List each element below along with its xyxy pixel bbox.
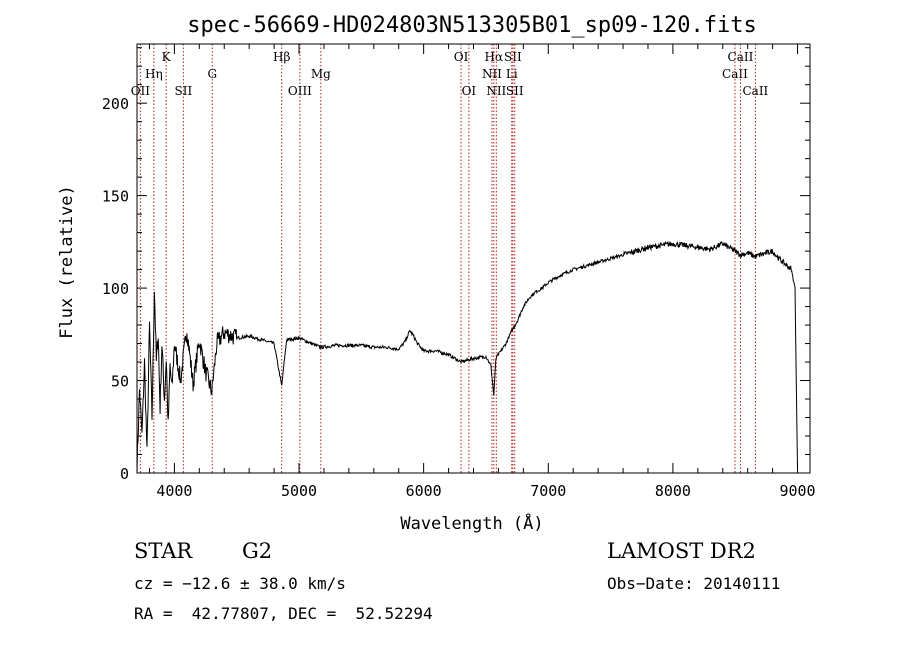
x-tick-label: 7000 (530, 482, 566, 500)
spectral-line-label: NII (486, 84, 506, 98)
y-tick-label: 150 (102, 188, 129, 206)
object-subclass: G2 (242, 539, 273, 563)
coordinates: RA = 42.77807, DEC = 52.52294 (134, 604, 433, 623)
spectral-line-label: K (162, 50, 172, 64)
spectral-line-label: CaII (728, 50, 754, 64)
x-axis-label: Wavelength (Å) (400, 512, 543, 534)
spectral-line-label: Hα (485, 50, 504, 64)
spectral-line-label: CaII (722, 67, 748, 81)
plot-frame (136, 43, 811, 474)
spectrum-series (136, 240, 798, 474)
spectral-line-label: SII (506, 84, 524, 98)
spectrum-line (136, 240, 798, 474)
axes: 4000 5000 6000 7000 8000 9000 0 50 100 150 200 (102, 44, 816, 500)
survey-name: LAMOST DR2 (607, 539, 756, 563)
y-tick-label: 100 (102, 280, 129, 298)
spectral-line-label: OII (131, 84, 151, 98)
spectral-line-label: SII (504, 50, 522, 64)
spectral-line-label: OI (454, 50, 469, 64)
spectral-line-label: OI (462, 84, 477, 98)
spectral-line-label: OIII (288, 84, 312, 98)
spectral-line-label: Mg (311, 67, 331, 81)
spectral-line-label: Hη (145, 67, 163, 81)
spectral-line-label: Hβ (273, 50, 290, 64)
spectral-line-label: Li (506, 67, 518, 81)
spectral-line-label: G (207, 67, 217, 81)
redshift-readout: cz = −12.6 ± 38.0 km/s (134, 574, 346, 593)
x-tick-label: 5000 (281, 482, 317, 500)
chart-title: spec-56669-HD024803N513305B01_sp09-120.f… (187, 13, 757, 38)
spectral-line-markers: OIIHηKSIIGHβOIIIMgOIOINIIHαNIILiSIISIICa… (131, 44, 769, 473)
y-tick-label: 50 (111, 373, 129, 391)
x-tick-label: 8000 (655, 482, 691, 500)
x-tick-label: 9000 (779, 482, 815, 500)
y-axis-label: Flux (relative) (57, 185, 77, 339)
obs-date: Obs−Date: 20140111 (607, 574, 781, 593)
y-tick-label: 0 (120, 465, 129, 483)
spectral-line-label: NII (482, 67, 502, 81)
y-tick-label: 200 (102, 95, 129, 113)
spectral-line-label: SII (175, 84, 193, 98)
object-type: STAR (134, 539, 193, 563)
spectral-line-label: CaII (742, 84, 768, 98)
x-tick-label: 6000 (406, 482, 442, 500)
x-tick-label: 4000 (156, 482, 192, 500)
